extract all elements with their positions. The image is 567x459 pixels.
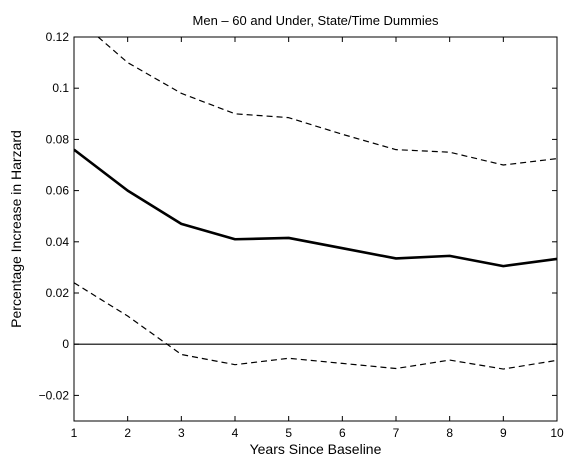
- x-tick-label: 6: [339, 426, 346, 440]
- x-tick-label: 5: [285, 426, 292, 440]
- x-tick-label: 8: [446, 426, 453, 440]
- y-tick-label: −0.02: [39, 388, 70, 402]
- x-axis-ticks: 1 2 3 4 5 6 7 8 9 10: [71, 37, 564, 440]
- y-axis-title: Percentage Increase in Harzard: [8, 130, 24, 328]
- y-tick-label: 0.06: [46, 184, 70, 198]
- y-tick-label: 0.04: [46, 235, 70, 249]
- y-tick-label: 0.1: [52, 81, 69, 95]
- y-tick-label: 0: [62, 337, 69, 351]
- x-tick-label: 2: [124, 426, 131, 440]
- series-line-upper-bound: [97, 37, 557, 166]
- y-tick-label: 0.12: [46, 30, 70, 44]
- series-layer: [74, 37, 557, 370]
- y-axis-ticks: −0.02 0 0.02 0.04 0.06 0.08 0.1 0.12: [39, 30, 557, 402]
- y-tick-label: 0.08: [46, 132, 70, 146]
- x-tick-label: 9: [500, 426, 507, 440]
- plot-area: [73, 36, 558, 422]
- series-line-lower-bound: [74, 282, 557, 370]
- x-tick-label: 7: [393, 426, 400, 440]
- x-tick-label: 3: [178, 426, 185, 440]
- x-axis-title: Years Since Baseline: [250, 441, 382, 457]
- x-tick-label: 1: [71, 426, 78, 440]
- chart-title: Men – 60 and Under, State/Time Dummies: [193, 13, 439, 28]
- series-line-estimate: [74, 148, 557, 268]
- y-tick-label: 0.02: [46, 286, 70, 300]
- x-tick-label: 4: [232, 426, 239, 440]
- x-tick-label: 10: [550, 426, 564, 440]
